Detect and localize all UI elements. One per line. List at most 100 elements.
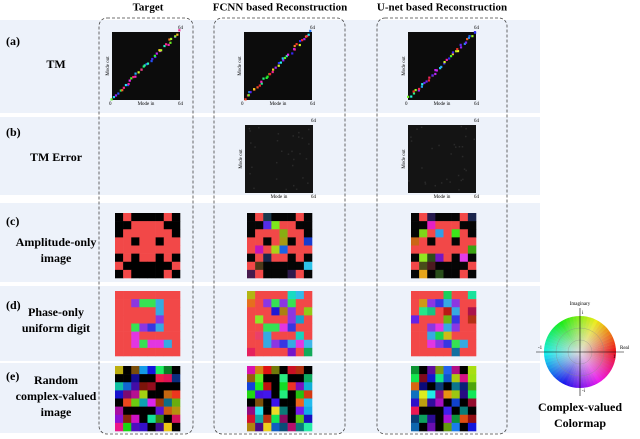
tm-pixel: [279, 61, 282, 64]
pixel: [155, 331, 165, 341]
tm-pixel: [271, 68, 275, 71]
pixel: [427, 261, 436, 271]
pixel: [303, 331, 313, 341]
tm-pixel: [248, 127, 251, 130]
pixel: [163, 269, 173, 279]
pixel: [139, 406, 148, 416]
pixel: [171, 291, 181, 300]
pixel: [467, 237, 477, 246]
pixel: [303, 339, 313, 349]
pixel: [171, 339, 181, 349]
pixel: [115, 398, 124, 407]
pixel: [147, 269, 156, 279]
pixel: [287, 347, 297, 357]
pixel: [295, 374, 305, 383]
tm-pixel: [427, 79, 431, 82]
pixel: [171, 307, 181, 316]
pixel: [467, 374, 477, 383]
tm-pixel: [287, 153, 290, 155]
tm-pixel: [283, 56, 287, 60]
pixel: [131, 374, 140, 383]
pixel: [443, 374, 452, 383]
pixel: [247, 229, 256, 238]
pixel: [459, 406, 469, 416]
pixel: [451, 221, 461, 230]
pixel: [147, 307, 156, 316]
axis-label: 0: [241, 102, 244, 107]
pixel: [451, 229, 461, 238]
column-header: U-net based Reconstruction: [377, 2, 507, 14]
pixel: [467, 315, 477, 324]
pixel: [155, 398, 165, 407]
pixel: [171, 261, 181, 271]
pixel: [271, 315, 280, 324]
pixel: [295, 390, 305, 399]
pixel: [279, 229, 288, 238]
pixel: [411, 291, 420, 300]
pixel: [123, 390, 132, 399]
pixel: [247, 291, 256, 300]
pixel: [263, 366, 272, 375]
pixel: [303, 398, 313, 407]
pixel: [451, 366, 461, 375]
tm-pixel: [309, 29, 312, 33]
pixel: [155, 323, 165, 332]
pixel: [115, 261, 124, 271]
pixel: [295, 307, 305, 316]
tm-pixel: [254, 146, 256, 148]
pixel: [155, 299, 165, 308]
pixel: [155, 406, 165, 416]
pixel: [263, 347, 272, 357]
tm-pixel: [435, 69, 438, 72]
pixel: [131, 237, 140, 246]
pixel: [171, 237, 181, 246]
pixel: [279, 245, 288, 254]
pixel: [255, 339, 264, 349]
pixel: [147, 245, 156, 254]
pixel: [411, 366, 420, 375]
tm-pixel: [412, 90, 415, 93]
pixel: [443, 269, 452, 279]
pixel: [271, 406, 280, 416]
frame: [213, 17, 346, 435]
pixel: [287, 245, 297, 254]
pixel: [255, 390, 264, 399]
pixel: [451, 406, 461, 416]
pixel: [139, 323, 148, 332]
pixel: [171, 253, 181, 263]
pixel: [443, 307, 452, 316]
pixel: [467, 245, 477, 254]
pixel: [255, 307, 264, 316]
tm-pixel: [423, 81, 426, 85]
axis-label: Mode in: [138, 102, 155, 107]
tm-pixel: [456, 49, 460, 53]
pixel: [147, 315, 156, 324]
pixel: [123, 382, 132, 391]
pixel: [411, 406, 420, 416]
pixel: [435, 245, 444, 254]
pixel: [171, 245, 181, 254]
pixel: [155, 237, 165, 246]
tm-pixel: [424, 181, 426, 184]
pixel: [459, 382, 469, 391]
pixel: [115, 213, 124, 222]
pixel: [295, 315, 305, 324]
tm-pixel: [463, 168, 466, 170]
axis-label: Mode in: [434, 102, 451, 107]
tm-pixel: [463, 42, 466, 45]
pixel: [139, 366, 148, 375]
pixel: [287, 382, 297, 391]
pixel: [287, 315, 297, 324]
tm-pixel: [291, 52, 294, 55]
pixel: [263, 269, 272, 279]
pixel: [255, 366, 264, 375]
pixel: [287, 406, 297, 416]
pixel: [247, 414, 256, 424]
pixel: [247, 331, 256, 341]
pixel: [435, 237, 444, 246]
pixel: [147, 291, 156, 300]
pixel: [147, 347, 156, 357]
pixel: [131, 366, 140, 375]
tm-pixel: [434, 184, 437, 187]
tm-pixel: [302, 177, 304, 179]
